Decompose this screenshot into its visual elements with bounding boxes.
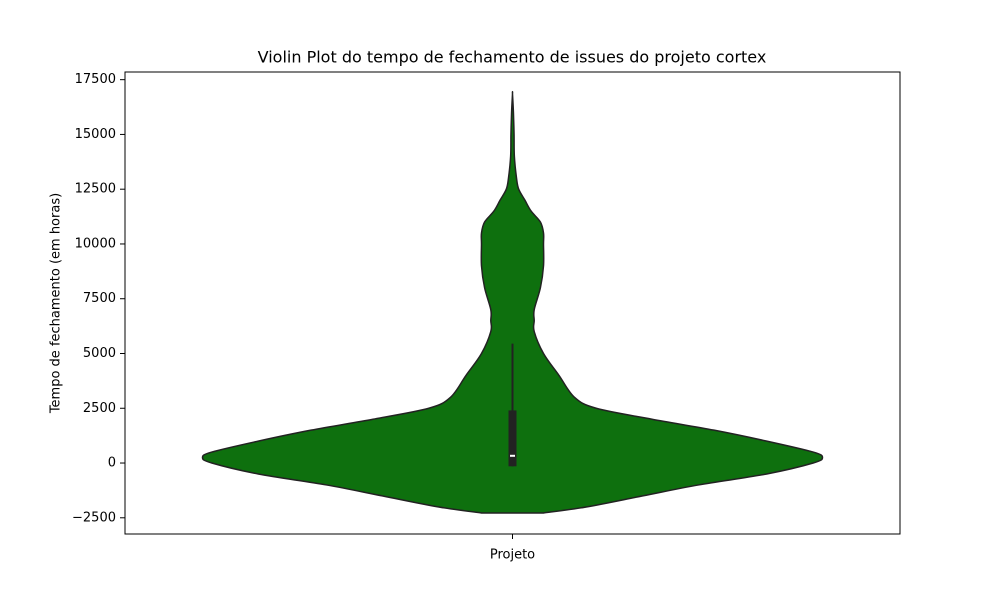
y-tick-label: 15000	[75, 127, 116, 142]
violin-body	[201, 90, 824, 514]
y-tick-label: 2500	[83, 401, 116, 416]
y-tick-label: 5000	[83, 346, 116, 361]
chart-title: Violin Plot do tempo de fechamento de is…	[258, 48, 767, 67]
y-tick-label: 7500	[83, 291, 116, 306]
x-tick-label: Projeto	[490, 548, 535, 563]
y-axis-label: Tempo de fechamento (em horas)	[49, 193, 64, 414]
y-tick-label: 12500	[75, 182, 116, 197]
y-tick-label: 17500	[75, 72, 116, 87]
y-tick-label: −2500	[72, 510, 116, 525]
box	[508, 410, 517, 467]
y-tick-label: 10000	[75, 236, 116, 251]
y-tick-label: 0	[108, 456, 116, 471]
